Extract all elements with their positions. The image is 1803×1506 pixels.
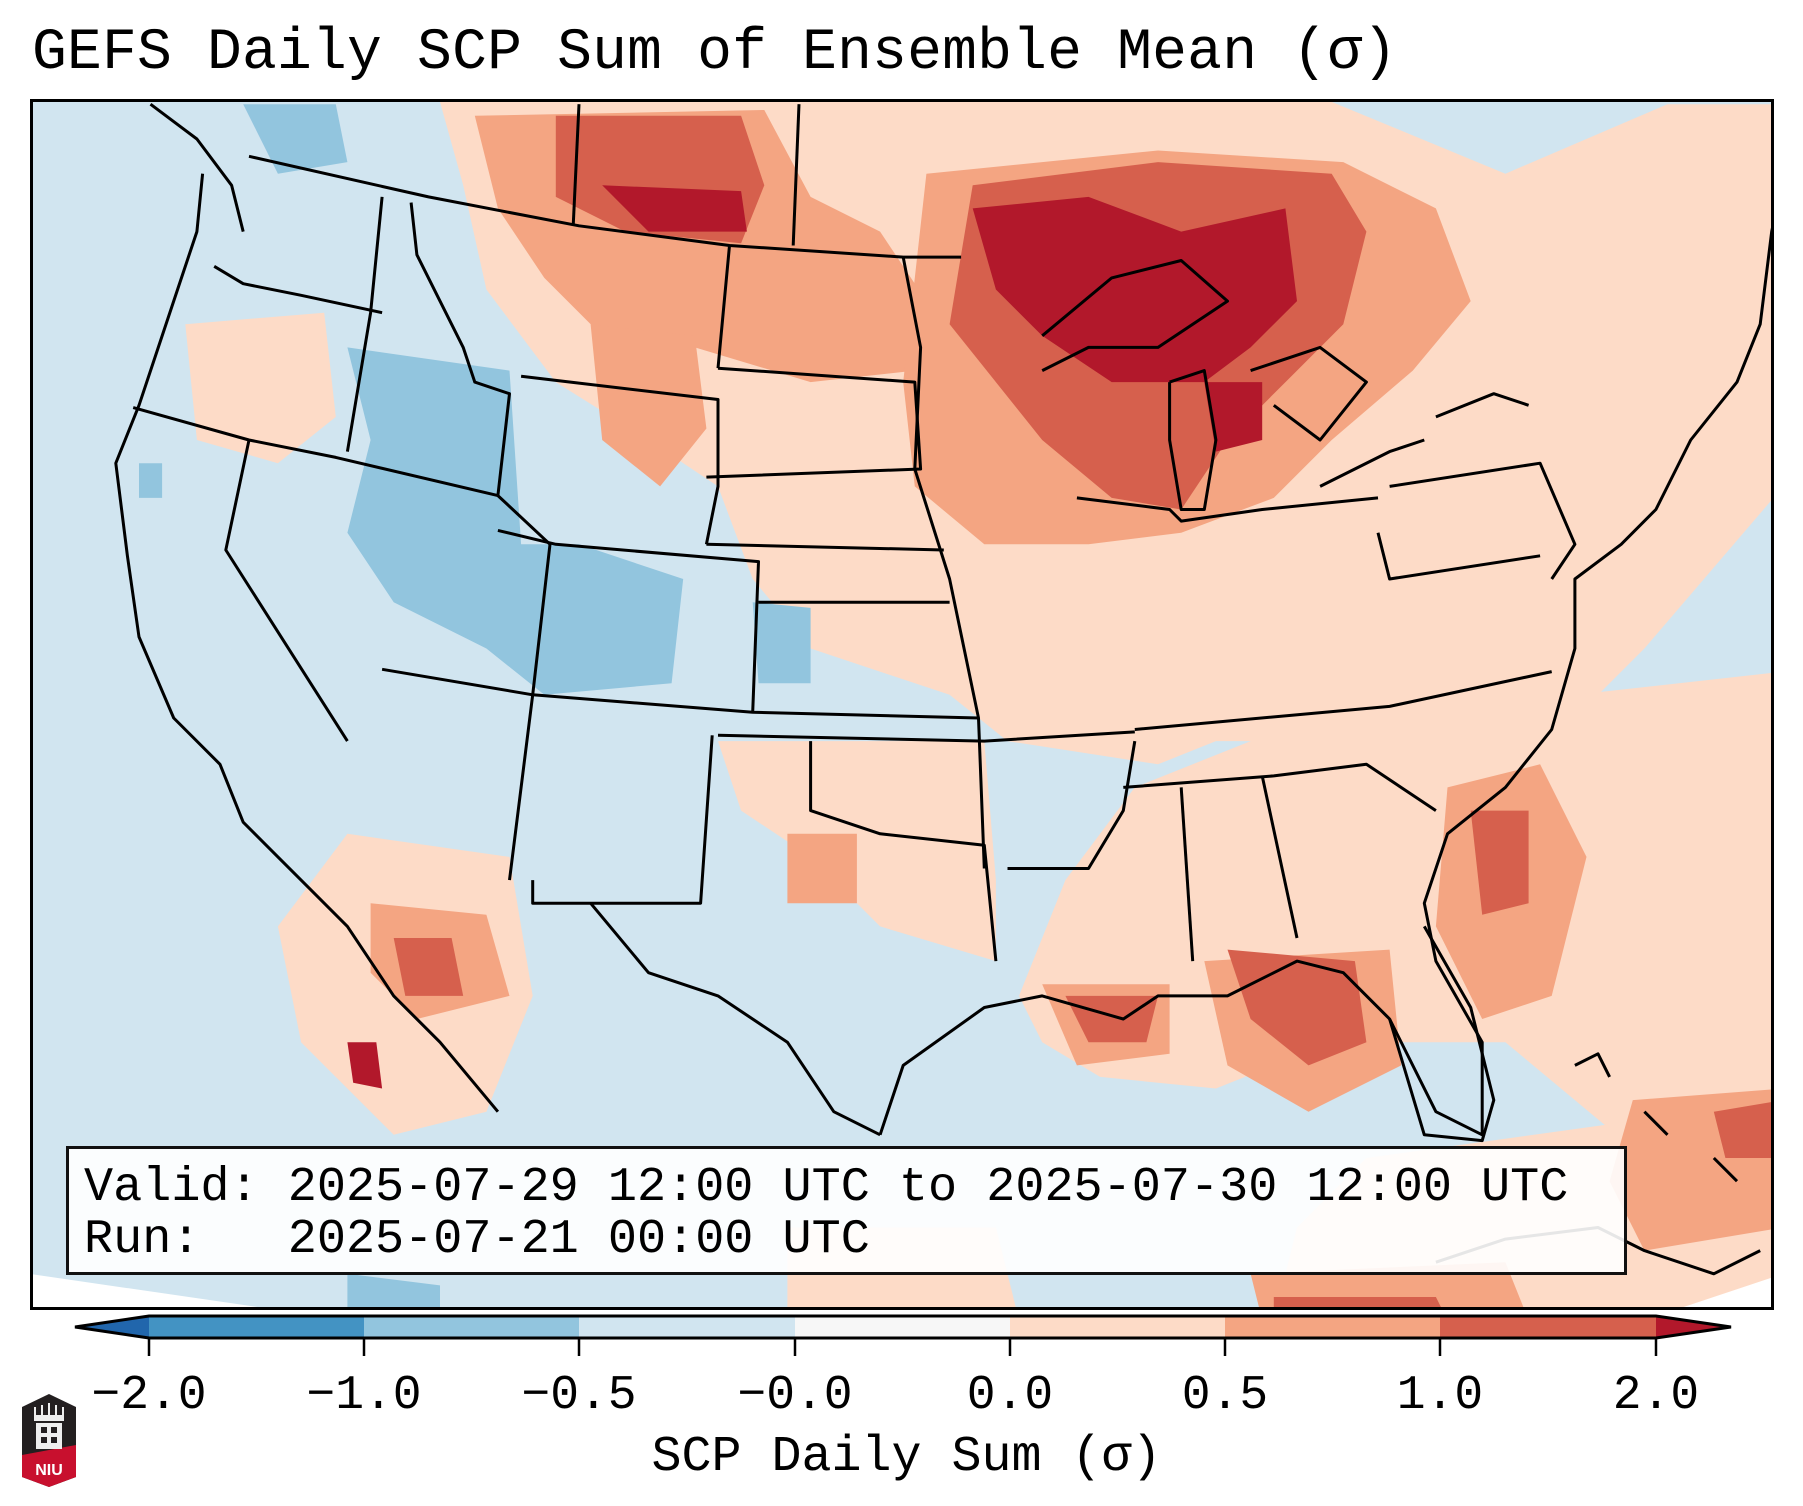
pacific-coastline [114, 173, 500, 1113]
id-mt-border [409, 202, 511, 496]
ca-nv-border [224, 439, 349, 742]
pa-md-border [1376, 532, 1541, 581]
colorbar-bin [1440, 1316, 1656, 1338]
ny-pa-border [1389, 461, 1577, 580]
field-region [1273, 1297, 1441, 1307]
ms-al-ga-nc-border [1123, 762, 1437, 812]
id-ut-nv [496, 494, 552, 881]
bahamas [1643, 1110, 1669, 1136]
il-in-oh-border [1076, 496, 1379, 523]
al-ga-border [1260, 775, 1299, 939]
field-region [972, 196, 1297, 383]
mt-nd-border [716, 245, 731, 369]
colorbar-bin [1225, 1316, 1440, 1338]
colorbar-tick-label: 0.0 [966, 1369, 1054, 1423]
colorbar-tick-label: −2.0 [91, 1369, 207, 1423]
colorbar-label: SCP Daily Sum (σ) [651, 1429, 1162, 1486]
wa-id-border [345, 196, 384, 452]
field-region [1204, 382, 1263, 452]
ok-border [717, 730, 1135, 743]
field-region [139, 463, 163, 498]
field-region [590, 324, 707, 487]
colorbar-tick-label: 1.0 [1396, 1369, 1484, 1423]
colorbar-bin [149, 1316, 364, 1338]
field-region [185, 312, 336, 464]
field-region [347, 347, 684, 695]
field-region [787, 833, 857, 904]
lake-ontario [1435, 392, 1530, 419]
field-region [393, 938, 464, 996]
puget-sound-coast [149, 103, 245, 232]
ms-al-border [1179, 787, 1195, 962]
svg-text:NIU: NIU [35, 1462, 63, 1479]
ne-ks-border [706, 542, 944, 552]
valid-run-info-box: Valid: 2025-07-29 12:00 UTC to 2025-07-3… [66, 1146, 1627, 1275]
field-region [347, 1042, 383, 1089]
nv-ut-az-border [381, 667, 979, 720]
nm-tx-border [531, 735, 714, 905]
colorbar-tick-label: −1.0 [306, 1369, 422, 1423]
florida-coast [1388, 925, 1496, 1143]
valid-time-text: Valid: 2025-07-29 12:00 UTC to 2025-07-3… [84, 1160, 1569, 1215]
colorbar-tick-label: −0.5 [521, 1369, 637, 1423]
boundaries [114, 103, 1771, 1276]
map-canvas [33, 102, 1771, 1307]
outside-domain [33, 1274, 258, 1307]
field-region [602, 185, 747, 232]
co-border [497, 528, 760, 713]
field-region [347, 1273, 440, 1307]
run-time-text: Run: 2025-07-21 00:00 UTC [84, 1212, 870, 1267]
gulf-atlantic-coastline [878, 227, 1771, 1137]
field-region [1713, 1102, 1771, 1158]
mt-nd [791, 104, 801, 246]
field-region [1065, 995, 1158, 1043]
lake-huron [1250, 345, 1368, 442]
colorbar-bin [364, 1316, 579, 1338]
or-ca-nv-border [132, 406, 499, 498]
mn-ia-mo-border [901, 256, 986, 869]
field-region [718, 741, 996, 962]
colorbar-extension-low [75, 1316, 149, 1338]
chart-title: GEFS Daily SCP Sum of Ensemble Mean (σ) [32, 21, 1398, 86]
ok-tx-border [809, 741, 998, 962]
us-canada-border [248, 154, 962, 259]
anomaly-field [33, 102, 1771, 1307]
field-region [243, 104, 348, 174]
colorbar-tick-label: 2.0 [1612, 1369, 1700, 1423]
field-region [1019, 672, 1771, 1158]
tn-va-border [1134, 670, 1553, 731]
bahamas [1712, 1156, 1739, 1183]
bahamas [1574, 1052, 1611, 1078]
field-region [752, 602, 811, 684]
ar-la-border [1007, 740, 1137, 870]
wa-or-border [213, 265, 383, 315]
niu-logo: NIU [22, 1394, 76, 1487]
tx-mexico-border [589, 902, 881, 1137]
outside-domain [1683, 1277, 1771, 1307]
map-panel [30, 99, 1774, 1310]
wy-border [520, 374, 720, 545]
colorbar-bin [795, 1316, 1010, 1338]
mt-sask [571, 104, 581, 226]
colorbar-extension-high [1656, 1316, 1731, 1338]
colorbar-tick-label: 0.5 [1181, 1369, 1269, 1423]
lake-erie [1319, 438, 1425, 488]
lake-superior [1041, 259, 1229, 372]
field-region [1470, 810, 1529, 915]
colorbar [74, 1314, 1732, 1356]
colorbar-tick-label: −0.0 [737, 1369, 853, 1423]
colorbar-bin [1010, 1316, 1225, 1338]
lake-michigan [1168, 369, 1218, 511]
colorbar-bin [579, 1316, 795, 1338]
